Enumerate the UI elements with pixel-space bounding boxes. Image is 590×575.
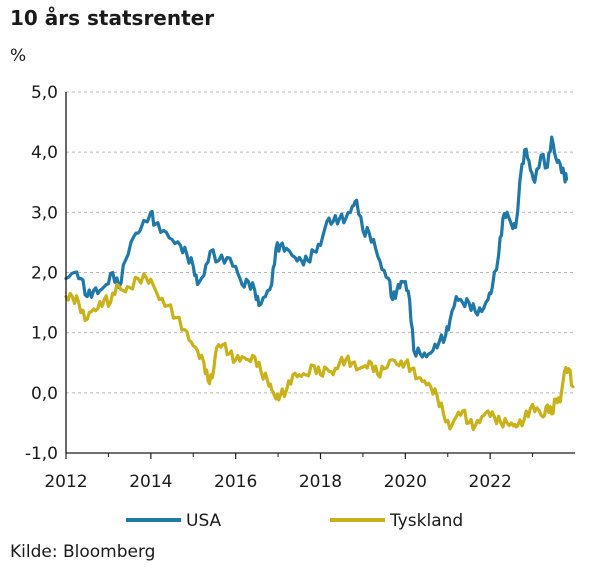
- x-tick-label: 2020: [384, 472, 427, 492]
- x-tick-label: 2022: [469, 472, 512, 492]
- chart-title: 10 års statsrenter: [10, 6, 215, 30]
- x-tick-label: 2016: [214, 472, 257, 492]
- x-tick-label: 2012: [44, 472, 87, 492]
- y-tick-label: 0,0: [31, 384, 58, 404]
- legend: USA Tyskland: [126, 511, 463, 531]
- y-tick-label: 2,0: [31, 264, 58, 284]
- axes: [65, 92, 575, 454]
- y-tick-label: -1,0: [25, 444, 58, 464]
- y-tick-label: 1,0: [31, 324, 58, 344]
- source-note: Kilde: Bloomberg: [10, 542, 156, 562]
- x-tick-label: 2014: [129, 472, 172, 492]
- x-tick-label: 2018: [299, 472, 342, 492]
- series-lines: [64, 135, 575, 432]
- legend-label-usa: USA: [186, 511, 222, 531]
- legend-label-tyskland: Tyskland: [389, 511, 463, 531]
- y-tick-label: 3,0: [31, 203, 58, 223]
- series-line-tyskland: [64, 272, 575, 432]
- y-tick-label: 4,0: [31, 143, 58, 163]
- y-axis-unit: %: [10, 46, 27, 66]
- axis-ticks: -1,0 0,0 1,0 2,0 3,0 4,0 5,0 2012 2014 2016 2018 20…: [25, 83, 534, 492]
- y-tick-label: 5,0: [31, 83, 58, 103]
- series-line-usa: [64, 135, 569, 359]
